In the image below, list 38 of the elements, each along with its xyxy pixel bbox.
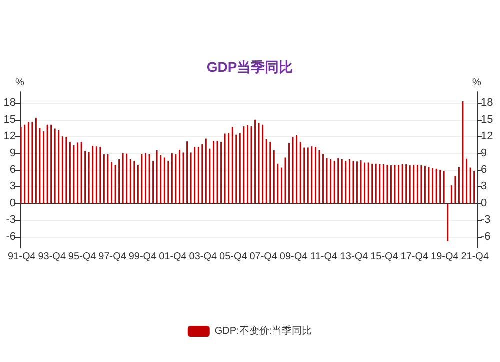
y-tick-label: 6 <box>10 164 16 176</box>
y2-tick-label: 12 <box>481 130 494 143</box>
y2-tick-label: 3 <box>481 180 488 193</box>
x-tick-label: 07-Q4 <box>250 252 278 262</box>
y2-tick-label: 6 <box>481 164 488 176</box>
x-tick-label: 05-Q4 <box>219 252 248 262</box>
y-tick-label: 18 <box>4 97 16 110</box>
x-tick-label: 19-Q4 <box>431 252 460 262</box>
x-tick-label: 93-Q4 <box>38 252 66 262</box>
x-tick-label: 99-Q4 <box>128 252 158 262</box>
x-tick-label: 03-Q4 <box>189 252 218 262</box>
y-tick-label: 15 <box>4 114 16 126</box>
y-tick-label: 12 <box>4 130 16 143</box>
x-tick-label: 17-Q4 <box>400 252 430 262</box>
y2-tick-label: 9 <box>481 147 488 160</box>
x-tick-label: 91-Q4 <box>8 252 36 262</box>
y-tick-label: 9 <box>10 147 16 160</box>
x-tick-label: 95-Q4 <box>68 252 97 262</box>
y-axis-title: % <box>16 78 25 88</box>
y-tick-label: -6 <box>6 230 16 243</box>
x-tick-label: 01-Q4 <box>159 252 188 262</box>
legend-label: GDP:不变价:当季同比 <box>214 325 312 337</box>
x-tick-label: 97-Q4 <box>98 252 127 262</box>
y-tick-label: 0 <box>10 197 16 210</box>
y-tick-label: -3 <box>6 214 16 226</box>
y2-tick-label: -3 <box>481 214 491 226</box>
x-tick-label: 11-Q4 <box>310 252 338 262</box>
x-tick-label: 13-Q4 <box>340 252 369 262</box>
x-tick-label: 21-Q4 <box>461 252 490 262</box>
x-tick-label: 09-Q4 <box>280 252 308 262</box>
y2-tick-label: 15 <box>481 114 494 126</box>
y2-axis-title: % <box>472 78 482 88</box>
y2-tick-label: -6 <box>481 230 491 243</box>
y-tick-label: 3 <box>10 180 16 193</box>
y2-tick-label: 0 <box>481 197 488 210</box>
x-tick-label: 15-Q4 <box>370 252 399 262</box>
y2-tick-label: 18 <box>481 97 494 110</box>
chart-title: GDP当季同比 <box>206 59 294 75</box>
